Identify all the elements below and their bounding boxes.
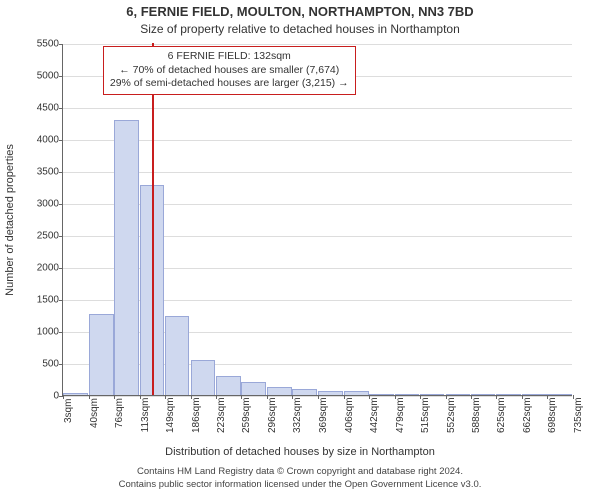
histogram-bar: [89, 314, 114, 395]
y-tick-label: 3000: [37, 199, 59, 210]
grid-line: [63, 140, 572, 141]
y-tick: [59, 44, 63, 45]
y-tick-label: 2500: [37, 231, 59, 242]
y-tick: [59, 332, 63, 333]
annotation-line1: 6 FERNIE FIELD: 132sqm: [110, 50, 349, 64]
x-tick-label: 442sqm: [369, 383, 380, 419]
x-tick-label: 186sqm: [191, 383, 202, 419]
annotation-line3: 29% of semi-detached houses are larger (…: [110, 77, 349, 91]
y-tick: [59, 172, 63, 173]
y-tick-label: 0: [53, 391, 59, 402]
y-tick: [59, 108, 63, 109]
x-tick-label: 479sqm: [395, 383, 406, 419]
x-tick-label: 40sqm: [89, 386, 100, 416]
x-tick-label: 113sqm: [140, 384, 151, 419]
y-tick: [59, 236, 63, 237]
annotation-box: 6 FERNIE FIELD: 132sqm← 70% of detached …: [103, 46, 356, 95]
y-tick-label: 1500: [37, 295, 59, 306]
y-tick-label: 5500: [37, 39, 59, 50]
y-tick: [59, 364, 63, 365]
property-marker-line: [152, 43, 154, 395]
x-tick-label: 698sqm: [547, 383, 558, 419]
y-tick: [59, 76, 63, 77]
grid-line: [63, 108, 572, 109]
histogram-bar: [114, 120, 139, 395]
x-tick-label: 588sqm: [471, 383, 482, 419]
plot-area: 0500100015002000250030003500400045005000…: [62, 44, 572, 396]
x-tick-label: 223sqm: [216, 383, 227, 419]
footer-line1: Contains HM Land Registry data © Crown c…: [0, 466, 600, 477]
x-tick-label: 332sqm: [292, 383, 303, 419]
x-tick-label: 735sqm: [573, 383, 584, 419]
y-tick: [59, 140, 63, 141]
y-tick-label: 1000: [37, 327, 59, 338]
x-tick-label: 552sqm: [446, 383, 457, 419]
x-tick-label: 406sqm: [344, 383, 355, 419]
x-tick-label: 625sqm: [496, 383, 507, 419]
x-tick-label: 296sqm: [267, 383, 278, 419]
y-tick-label: 500: [42, 359, 59, 370]
x-tick-label: 76sqm: [114, 386, 125, 416]
y-tick-label: 4500: [37, 103, 59, 114]
y-tick: [59, 268, 63, 269]
chart-title-line1: 6, FERNIE FIELD, MOULTON, NORTHAMPTON, N…: [0, 4, 600, 19]
x-tick-label: 369sqm: [318, 383, 329, 419]
y-axis-label: Number of detached properties: [4, 144, 16, 296]
grid-line: [63, 172, 572, 173]
chart-container: 6, FERNIE FIELD, MOULTON, NORTHAMPTON, N…: [0, 0, 600, 500]
y-tick: [59, 204, 63, 205]
x-axis-label: Distribution of detached houses by size …: [0, 446, 600, 458]
x-tick-label: 259sqm: [241, 383, 252, 419]
y-tick-label: 4000: [37, 135, 59, 146]
y-tick-label: 2000: [37, 263, 59, 274]
x-tick-label: 662sqm: [522, 383, 533, 419]
annotation-line2: ← 70% of detached houses are smaller (7,…: [110, 64, 349, 78]
x-tick-label: 515sqm: [420, 383, 431, 419]
grid-line: [63, 44, 572, 45]
y-tick: [59, 300, 63, 301]
y-tick-label: 5000: [37, 71, 59, 82]
x-tick-label: 3sqm: [63, 389, 74, 413]
footer-line2: Contains public sector information licen…: [0, 479, 600, 490]
chart-title-line2: Size of property relative to detached ho…: [0, 22, 600, 36]
y-tick-label: 3500: [37, 167, 59, 178]
x-tick-label: 149sqm: [165, 383, 176, 419]
